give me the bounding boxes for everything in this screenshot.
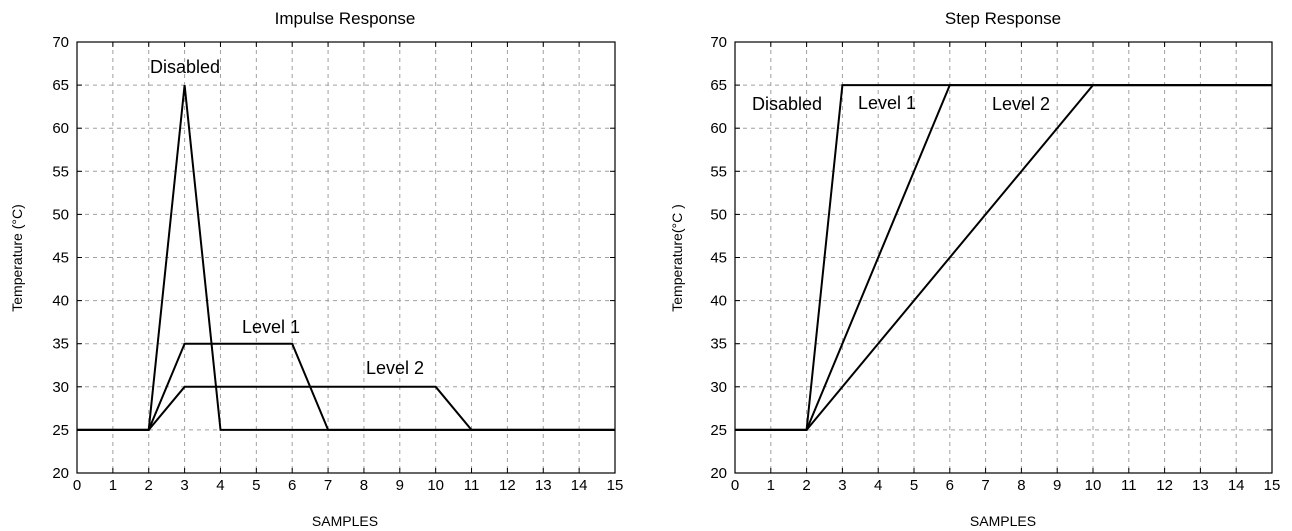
x-tick-label: 5 <box>252 477 260 494</box>
y-axis-title: Temperature (°C) <box>9 204 25 312</box>
x-tick-label: 6 <box>946 477 954 494</box>
x-tick-label: 13 <box>535 477 552 494</box>
impulse-response-chart: Impulse Response SAMPLES Temperature (°C… <box>9 9 623 529</box>
y-tick-label: 45 <box>52 250 69 267</box>
series-label-level-1: Level 1 <box>242 317 300 337</box>
y-tick-label: 60 <box>52 120 69 137</box>
y-tick-label: 65 <box>52 77 69 94</box>
x-axis-title: SAMPLES <box>970 513 1036 529</box>
x-tick-label: 11 <box>1121 477 1137 494</box>
plot-frame <box>734 41 1273 474</box>
x-tick-label: 8 <box>360 477 368 494</box>
y-tick-label: 65 <box>710 77 727 94</box>
y-tick-label: 40 <box>710 293 727 310</box>
y-axis-title: Temperature(°C ) <box>669 204 685 312</box>
x-tick-label: 2 <box>145 477 153 494</box>
x-tick-label: 1 <box>109 477 117 494</box>
x-tick-label: 4 <box>874 477 882 494</box>
plot-frame <box>76 41 616 474</box>
x-tick-label: 0 <box>731 477 739 494</box>
x-tick-label: 12 <box>499 477 516 494</box>
x-tick-label: 14 <box>571 477 588 494</box>
y-tick-label: 50 <box>52 206 69 223</box>
series-label-level-2: Level 2 <box>366 358 424 378</box>
x-tick-label: 10 <box>427 477 444 494</box>
x-axis-title: SAMPLES <box>312 513 378 529</box>
x-tick-label: 9 <box>1053 477 1061 494</box>
y-tick-label: 20 <box>710 465 727 482</box>
x-tick-label: 4 <box>216 477 224 494</box>
y-tick-label: 70 <box>52 34 69 51</box>
y-tick-label: 50 <box>710 206 727 223</box>
series-label-level-2: Level 2 <box>992 94 1050 114</box>
y-tick-label: 55 <box>710 163 727 180</box>
chart-title: Impulse Response <box>275 9 416 28</box>
y-tick-label: 60 <box>710 120 727 137</box>
x-tick-label: 3 <box>838 477 846 494</box>
x-tick-label: 7 <box>981 477 989 494</box>
step-response-chart: Step Response SAMPLES Temperature(°C ) 0… <box>669 9 1280 529</box>
x-tick-label: 5 <box>910 477 918 494</box>
x-tick-label: 9 <box>396 477 404 494</box>
x-tick-label: 10 <box>1085 477 1102 494</box>
y-tick-label: 30 <box>710 379 727 396</box>
x-tick-label: 0 <box>73 477 81 494</box>
x-tick-label: 15 <box>1264 477 1281 494</box>
y-tick-label: 30 <box>52 379 69 396</box>
x-tick-label: 6 <box>288 477 296 494</box>
y-tick-label: 35 <box>52 336 69 353</box>
x-tick-label: 15 <box>607 477 624 494</box>
x-tick-label: 1 <box>767 477 775 494</box>
y-tick-label: 55 <box>52 163 69 180</box>
y-tick-label: 70 <box>710 34 727 51</box>
series-label-level-1: Level 1 <box>858 93 916 113</box>
x-tick-label: 12 <box>1156 477 1173 494</box>
series-line-level-2 <box>735 84 1272 431</box>
x-tick-label: 14 <box>1228 477 1245 494</box>
series-label-disabled: Disabled <box>150 57 220 77</box>
x-tick-label: 11 <box>464 477 480 494</box>
y-tick-label: 40 <box>52 293 69 310</box>
y-tick-label: 25 <box>52 422 69 439</box>
x-tick-label: 7 <box>324 477 332 494</box>
x-tick-label: 3 <box>180 477 188 494</box>
y-tick-label: 35 <box>710 336 727 353</box>
y-tick-label: 45 <box>710 250 727 267</box>
x-tick-label: 2 <box>802 477 810 494</box>
x-tick-label: 13 <box>1192 477 1209 494</box>
y-tick-label: 20 <box>52 465 69 482</box>
chart-title: Step Response <box>945 9 1061 28</box>
series-label-disabled: Disabled <box>752 94 822 114</box>
series-line-level-2 <box>77 385 615 431</box>
x-tick-label: 8 <box>1017 477 1025 494</box>
y-tick-label: 25 <box>710 422 727 439</box>
